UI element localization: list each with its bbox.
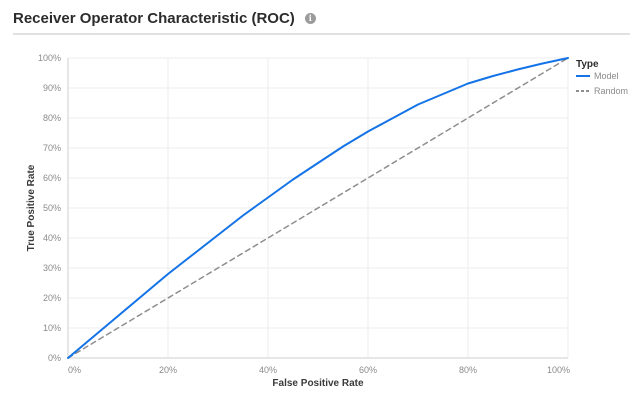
y-tick-label: 30% — [43, 263, 61, 273]
x-tick-label: 80% — [459, 365, 477, 375]
legend-label-random: Random — [594, 86, 628, 96]
legend-label-model: Model — [594, 71, 619, 81]
y-tick-label: 50% — [43, 203, 61, 213]
x-tick-label: 60% — [359, 365, 377, 375]
header-divider — [13, 33, 630, 35]
x-tick-label: 0% — [68, 365, 81, 375]
y-tick-label: 10% — [43, 323, 61, 333]
chart-title: Receiver Operator Characteristic (ROC) — [13, 10, 295, 27]
legend-title: Type — [576, 59, 599, 70]
series-line-random — [67, 57, 569, 359]
legend: Type Model Random — [576, 59, 628, 96]
y-tick-label: 80% — [43, 113, 61, 123]
y-tick-label: 0% — [48, 353, 61, 363]
y-axis-title: True Positive Rate — [26, 164, 37, 251]
tick-labels: 0% 10% 20% 30% 40% 50% 60% 70% 80% 90% 100% 0% 20% 40… — [38, 53, 570, 375]
y-tick-label: 90% — [43, 83, 61, 93]
info-icon[interactable]: i — [304, 13, 316, 24]
y-tick-label: 100% — [38, 53, 61, 63]
axes — [67, 58, 568, 359]
y-tick-label: 60% — [43, 173, 61, 183]
series-lines — [67, 57, 569, 359]
y-tick-label: 40% — [43, 233, 61, 243]
series-line-model — [67, 57, 569, 359]
x-tick-label: 20% — [159, 365, 177, 375]
y-tick-label: 20% — [43, 293, 61, 303]
x-tick-label: 100% — [547, 365, 570, 375]
panel-header: Receiver Operator Characteristic (ROC) i — [13, 10, 316, 27]
x-tick-label: 40% — [259, 365, 277, 375]
y-tick-label: 70% — [43, 143, 61, 153]
x-axis-title: False Positive Rate — [272, 378, 364, 389]
